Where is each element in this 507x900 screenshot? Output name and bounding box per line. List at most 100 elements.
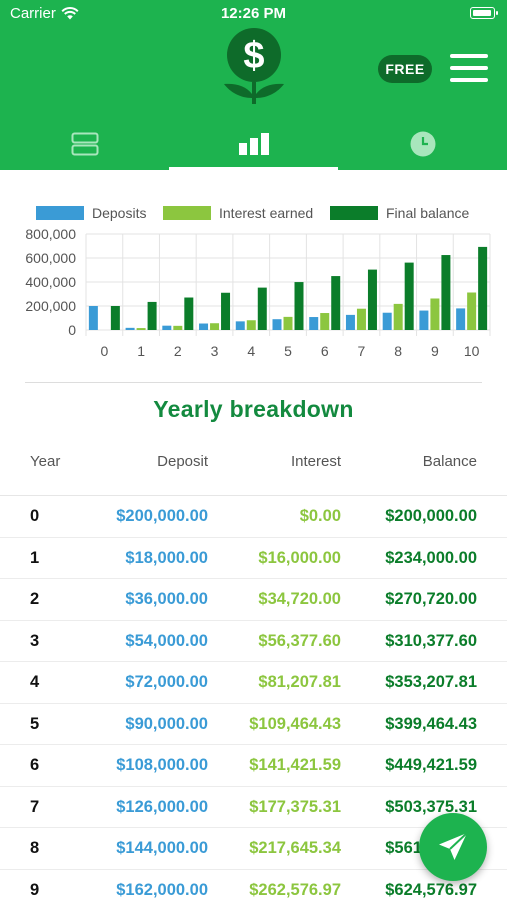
bar-final-balance-5[interactable] [294,282,304,330]
header-interest: Interest [290,453,341,470]
bar-deposits-5[interactable] [272,319,282,330]
cell-year: 1 [30,548,40,567]
battery-icon [470,7,498,19]
table-row: 9 $162,000.00 $262,576.97 $624,576.97 [0,870,507,900]
cell-balance: $234,000.00 [385,548,477,567]
cell-balance: $353,207.81 [385,673,477,691]
cell-year: 9 [30,880,40,899]
table-row: 7 $126,000.00 $177,375.31 $503,375.31 [0,787,507,828]
tab-history[interactable] [338,118,507,170]
cell-year: 6 [30,756,40,774]
bar-deposits-10[interactable] [456,308,466,330]
cell-deposit: $200,000.00 [116,507,208,525]
bar-final-balance-4[interactable] [257,287,267,330]
bar-deposits-6[interactable] [309,317,319,330]
bar-deposits-9[interactable] [419,310,429,330]
legend-label-1: Interest earned [219,205,313,221]
bar-interest-earned-4[interactable] [246,320,256,330]
bar-interest-earned-8[interactable] [393,303,403,330]
bar-chart-icon [238,133,269,155]
bar-final-balance-7[interactable] [367,269,377,330]
cell-year: 5 [30,714,40,733]
table-row: 5 $90,000.00 $109,464.43 $399,464.43 [0,704,507,745]
list-rows-icon [71,132,98,156]
bar-interest-earned-6[interactable] [320,313,330,330]
bar-deposits-3[interactable] [199,323,209,330]
carrier-text: Carrier [10,5,56,22]
chart-x-ticks: 0 1 2 3 4 5 6 7 8 9 10 [100,343,479,359]
bar-final-balance-1[interactable] [147,301,157,330]
cell-interest: $0.00 [299,507,341,525]
hamburger-menu-icon[interactable] [450,52,490,84]
header-balance: Balance [422,453,477,470]
tab-list[interactable] [0,118,169,170]
bar-interest-earned-10[interactable] [467,292,477,331]
tab-chart[interactable] [169,118,338,170]
bar-final-balance-0[interactable] [110,306,120,330]
section-title: Yearly breakdown [153,396,354,422]
cell-year: 0 [30,507,40,525]
share-button[interactable] [419,813,487,881]
legend-swatch-0[interactable] [36,206,84,220]
cell-deposit: $144,000.00 [116,839,208,857]
x-tick-label: 5 [284,343,292,359]
cell-interest: $217,645.34 [249,839,341,857]
cell-deposit: $108,000.00 [116,756,208,774]
bar-deposits-4[interactable] [235,321,245,330]
bar-interest-earned-2[interactable] [173,325,183,330]
carrier-label: Carrier [10,5,79,22]
cell-interest: $262,576.97 [249,880,341,899]
cell-year: 2 [30,590,40,608]
bar-interest-earned-9[interactable] [430,298,440,330]
cell-balance: $449,421.59 [385,756,477,774]
free-badge[interactable]: FREE [378,55,432,83]
x-tick-label: 3 [211,343,219,359]
cell-balance: $310,377.60 [385,631,477,650]
legend-swatch-1[interactable] [163,206,211,220]
cell-interest: $109,464.43 [249,714,341,733]
legend-label-2: Final balance [386,205,469,221]
bar-final-balance-2[interactable] [184,297,194,330]
legend-label-0: Deposits [92,205,146,221]
cell-balance: $503,375.31 [385,797,477,816]
table-row: 6 $108,000.00 $141,421.59 $449,421.59 [0,745,507,787]
bar-deposits-2[interactable] [162,325,172,330]
app-header: Carrier 12:26 PM $ FREE [0,0,507,170]
legend-swatch-2[interactable] [330,206,378,220]
cell-deposit: $72,000.00 [125,673,208,691]
bar-final-balance-9[interactable] [441,255,451,330]
bar-final-balance-6[interactable] [331,276,341,330]
bar-interest-earned-1[interactable] [136,328,146,330]
x-tick-label: 8 [394,343,402,359]
x-tick-label: 1 [137,343,145,359]
bar-interest-earned-5[interactable] [283,316,293,330]
battery-level [472,9,491,16]
cell-year: 7 [30,797,40,816]
clock-icon [410,131,435,157]
bar-deposits-8[interactable] [382,312,392,330]
cell-interest: $34,720.00 [258,590,341,608]
header-deposit: Deposit [157,453,208,470]
table-row: 2 $36,000.00 $34,720.00 $270,720.00 [0,579,507,621]
x-tick-label: 7 [358,343,366,359]
bar-interest-earned-3[interactable] [210,323,220,330]
cell-year: 4 [30,673,40,691]
section-divider [25,382,482,383]
table-header: Year Deposit Interest Balance [0,446,507,496]
bar-final-balance-8[interactable] [404,262,414,330]
bar-deposits-7[interactable] [345,314,355,330]
bar-interest-earned-7[interactable] [356,308,366,330]
bar-final-balance-3[interactable] [221,292,231,330]
y-tick-label: 800,000 [25,226,76,242]
chart-bars [88,246,488,331]
tab-bar [0,118,507,170]
bar-final-balance-10[interactable] [478,246,488,330]
cell-balance: $399,464.43 [385,714,477,733]
cell-year: 3 [30,631,40,650]
breakdown-chart: Deposits Interest earned Final balance 800… [0,196,507,371]
x-tick-label: 2 [174,343,182,359]
bar-deposits-0[interactable] [88,306,98,330]
cell-balance: $270,720.00 [385,590,477,608]
x-tick-label: 6 [321,343,329,359]
bar-deposits-1[interactable] [125,327,135,330]
